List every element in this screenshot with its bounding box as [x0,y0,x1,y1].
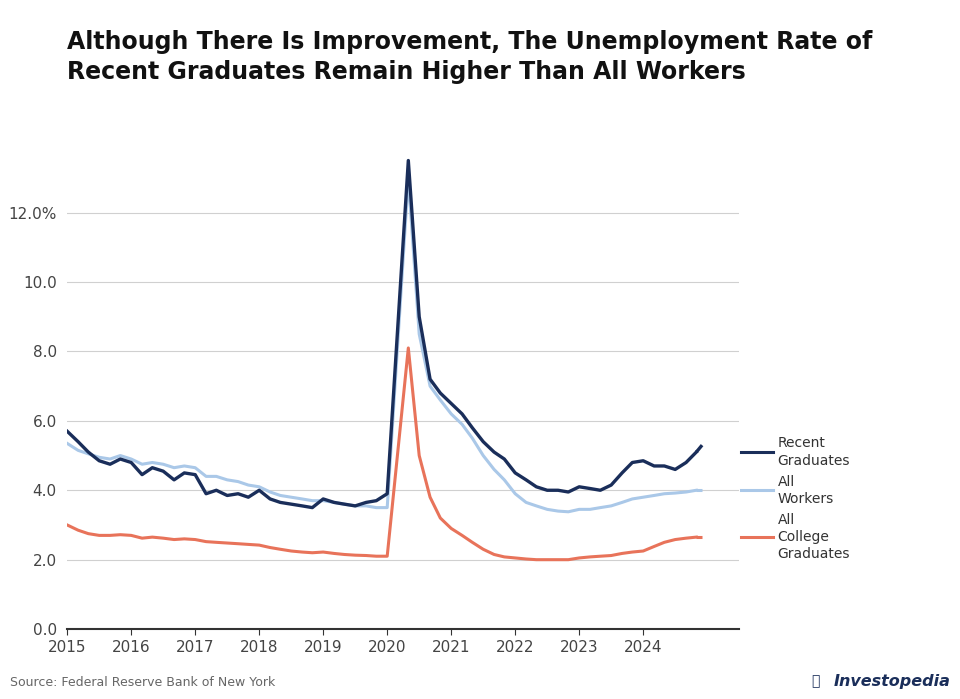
Text: All
College
Graduates: All College Graduates [778,513,851,561]
Text: Source: Federal Reserve Bank of New York: Source: Federal Reserve Bank of New York [10,675,275,689]
Text: Recent
Graduates: Recent Graduates [778,436,851,468]
Text: Although There Is Improvement, The Unemployment Rate of
Recent Graduates Remain : Although There Is Improvement, The Unemp… [67,30,873,84]
Text: Investopedia: Investopedia [833,674,950,689]
Text: 🌀: 🌀 [811,675,820,689]
Text: All
Workers: All Workers [778,475,834,506]
